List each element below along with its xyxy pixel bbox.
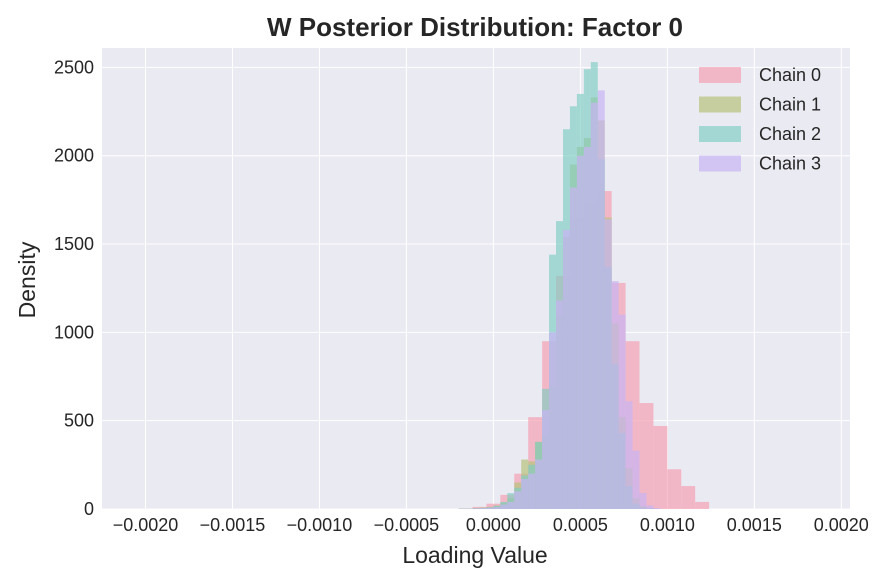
histogram-bar: [556, 301, 563, 509]
x-tick-label: 0.0010: [640, 515, 695, 535]
histogram-bar: [521, 479, 528, 509]
legend-label: Chain 2: [759, 124, 821, 144]
histogram-bar: [640, 493, 647, 509]
histogram-bar: [591, 103, 598, 509]
histogram-bar: [605, 219, 612, 509]
histogram-bar: [577, 156, 584, 509]
y-tick-label: 2000: [54, 146, 94, 166]
histogram-bar: [695, 502, 709, 509]
y-tick-label: 1000: [54, 322, 94, 342]
x-tick-label: −0.0005: [374, 515, 440, 535]
histogram-bar: [479, 508, 486, 509]
histogram-bar: [619, 315, 626, 509]
legend-label: Chain 3: [759, 154, 821, 174]
histogram-bar: [493, 507, 500, 509]
legend-swatch: [699, 156, 741, 172]
histogram-bar: [473, 508, 480, 509]
plot-area: [102, 48, 850, 509]
legend-label: Chain 1: [759, 95, 821, 115]
x-tick-label: 0.0005: [553, 515, 608, 535]
histogram-bar: [486, 508, 493, 509]
histogram-bar: [633, 451, 640, 509]
histogram-bar: [653, 508, 660, 509]
histogram-bar: [584, 147, 591, 509]
histogram-bar: [626, 401, 633, 509]
y-axis-label: Density: [14, 241, 40, 318]
y-tick-label: 500: [64, 411, 94, 431]
x-tick-label: −0.0010: [287, 515, 353, 535]
histogram-bar: [681, 486, 695, 509]
x-tick-label: 0.0015: [727, 515, 782, 535]
legend-swatch: [699, 126, 741, 142]
x-axis-ticks: −0.0020 −0.0015 −0.0010 −0.0005 0.0000 0.0005…: [113, 515, 869, 535]
x-tick-label: 0.0000: [466, 515, 521, 535]
histogram-bar: [507, 502, 514, 509]
x-axis-label: Loading Value: [402, 542, 547, 568]
histogram-bar: [570, 188, 577, 509]
legend-label: Chain 0: [759, 65, 821, 85]
chart-title: W Posterior Distribution: Factor 0: [267, 12, 683, 42]
histogram-bar: [653, 426, 667, 509]
histogram-bar: [514, 491, 521, 509]
histogram-bar: [646, 505, 653, 509]
histogram-bar: [598, 90, 605, 509]
histogram-bar: [563, 230, 570, 509]
histogram-bar: [500, 505, 507, 509]
y-tick-label: 0: [84, 499, 94, 519]
histogram-bar: [612, 281, 619, 509]
x-tick-label: −0.0015: [200, 515, 266, 535]
histogram-bar: [667, 469, 681, 509]
histogram-bar: [549, 332, 556, 509]
legend-swatch: [699, 67, 741, 83]
histogram-bar: [542, 410, 549, 509]
x-tick-label: 0.0020: [814, 515, 869, 535]
x-tick-label: −0.0020: [113, 515, 179, 535]
legend-swatch: [699, 97, 741, 113]
histogram-bar: [528, 474, 535, 509]
y-tick-label: 1500: [54, 234, 94, 254]
histogram-bar: [535, 460, 542, 509]
y-tick-label: 2500: [54, 57, 94, 77]
